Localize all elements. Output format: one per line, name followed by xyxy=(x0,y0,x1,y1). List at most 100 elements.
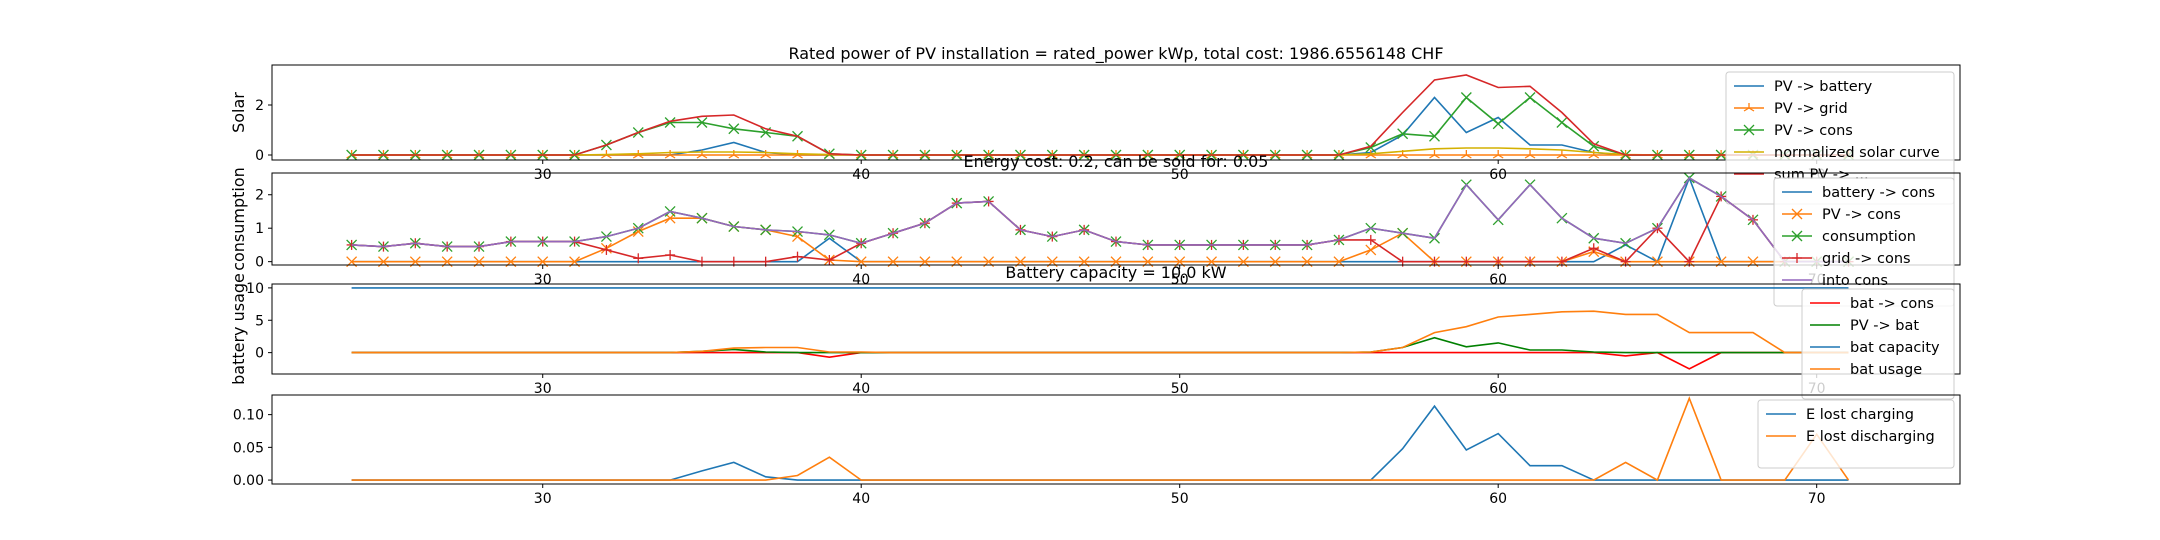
data-point xyxy=(1492,118,1504,130)
x-tick-label: 40 xyxy=(852,272,870,288)
data-point xyxy=(728,150,740,159)
series-line-4 xyxy=(351,195,1849,264)
axes-frame xyxy=(271,283,1961,375)
chart-panel-1: 304050607002Rated power of PV installati… xyxy=(229,44,1961,205)
legend-marker xyxy=(1791,230,1803,242)
series-line-3 xyxy=(351,96,1849,156)
plot-area xyxy=(351,396,1850,482)
data-point xyxy=(1429,130,1440,142)
x-tick-label: 50 xyxy=(1171,381,1189,397)
data-point xyxy=(1365,234,1376,245)
legend-label: battery -> cons xyxy=(1822,185,1935,201)
data-point xyxy=(1460,92,1472,103)
data-point xyxy=(1365,142,1377,153)
legend-label: PV -> bat xyxy=(1850,318,1919,334)
legend-label: PV -> grid xyxy=(1774,101,1848,117)
series-line-4 xyxy=(351,310,1849,354)
data-point xyxy=(792,231,803,243)
series-line-5 xyxy=(351,74,1849,156)
x-tick-label: 60 xyxy=(1489,491,1507,507)
x-tick-label: 30 xyxy=(534,381,552,397)
legend: battery -> cons PV -> cons consumption grid… xyxy=(1773,177,1955,307)
legend-label: PV -> battery xyxy=(1774,79,1873,95)
plot-area xyxy=(346,172,1854,267)
y-tick-label: 5 xyxy=(255,313,264,329)
y-tick-label: 0.10 xyxy=(233,408,264,424)
data-point xyxy=(1365,244,1377,256)
legend-marker xyxy=(1791,208,1803,220)
data-point xyxy=(664,117,676,128)
data-point xyxy=(1429,150,1440,159)
legend-box xyxy=(1757,399,1955,469)
series-line-1 xyxy=(351,351,1849,370)
plot-area xyxy=(346,74,1854,161)
legend-label: into cons xyxy=(1822,273,1888,289)
y-axis-label: consumption xyxy=(229,167,248,271)
chart-title: Energy cost: 0.2, can be sold for: 0.05 xyxy=(964,152,1269,171)
series-line-2 xyxy=(351,336,1849,354)
data-point xyxy=(1524,150,1536,159)
legend-marker xyxy=(1743,103,1755,112)
data-point xyxy=(696,117,708,128)
x-tick-label: 50 xyxy=(1171,491,1189,507)
legend-label: E lost charging xyxy=(1806,407,1914,423)
data-point xyxy=(792,251,803,262)
y-tick-label: 1 xyxy=(255,221,264,237)
y-tick-label: 0 xyxy=(255,148,264,164)
legend-label: PV -> cons xyxy=(1822,207,1901,223)
series-line-2 xyxy=(351,217,1849,263)
axes-frame xyxy=(271,394,1961,485)
data-point xyxy=(1397,128,1409,140)
data-point xyxy=(1556,117,1568,128)
legend-label: grid -> cons xyxy=(1822,251,1911,267)
x-tick-label: 60 xyxy=(1489,167,1507,183)
data-point xyxy=(1461,150,1472,159)
legend-label: bat -> cons xyxy=(1850,296,1934,312)
series-line-2 xyxy=(351,396,1850,482)
y-tick-label: 10 xyxy=(246,281,264,297)
y-axis-label: battery usage xyxy=(229,273,248,385)
chart-title: Rated power of PV installation = rated_p… xyxy=(788,44,1443,64)
legend-label: normalized solar curve xyxy=(1774,145,1940,161)
plot-area xyxy=(351,287,1849,370)
data-point xyxy=(633,253,644,264)
y-tick-label: 0.05 xyxy=(233,440,264,456)
y-tick-label: 0 xyxy=(255,255,264,271)
legend-label: consumption xyxy=(1822,229,1916,245)
legend: bat -> cons PV -> bat bat capacity bat usag… xyxy=(1801,288,1955,400)
data-point xyxy=(601,244,612,255)
x-tick-label: 30 xyxy=(534,167,552,183)
axes-frame xyxy=(271,172,1961,266)
legend-label: PV -> cons xyxy=(1774,123,1853,139)
x-tick-label: 60 xyxy=(1489,272,1507,288)
data-point xyxy=(1524,92,1536,103)
data-point xyxy=(1556,150,1568,159)
series-line-1 xyxy=(351,96,1849,156)
legend-label: bat capacity xyxy=(1850,340,1940,356)
data-point xyxy=(665,249,676,260)
legend: E lost charging E lost discharging xyxy=(1757,399,1955,469)
chart-panel-3: 30405060700510Battery capacity = 10.0 kW… xyxy=(229,263,1961,400)
axes-frame xyxy=(271,64,1961,161)
series-line-3 xyxy=(351,176,1849,263)
legend-marker xyxy=(1792,253,1802,263)
x-tick-label: 40 xyxy=(852,167,870,183)
data-point xyxy=(1492,150,1504,159)
legend-box xyxy=(1801,288,1955,400)
data-point xyxy=(1588,243,1599,254)
series-line-1 xyxy=(351,404,1849,481)
y-tick-label: 2 xyxy=(255,98,264,114)
x-tick-label: 40 xyxy=(852,491,870,507)
legend-marker xyxy=(1743,124,1755,136)
series-line-1 xyxy=(351,175,1849,263)
series-line-5 xyxy=(351,176,1849,263)
x-tick-label: 60 xyxy=(1489,381,1507,397)
data-point xyxy=(1588,140,1600,152)
y-tick-label: 0.00 xyxy=(233,473,264,489)
x-tick-label: 40 xyxy=(852,381,870,397)
data-point xyxy=(632,226,644,238)
x-tick-label: 70 xyxy=(1808,491,1826,507)
y-axis-label: Solar xyxy=(229,92,248,133)
